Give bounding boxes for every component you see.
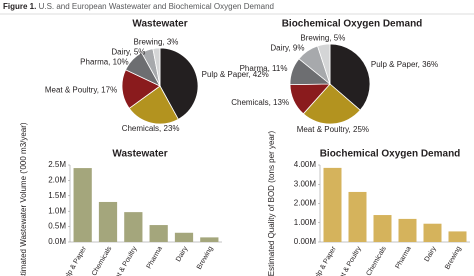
y-tick-label: 2.00M (294, 199, 317, 208)
pie-slice (159, 47, 199, 120)
pie-slice (152, 47, 161, 87)
slice-label: Pulp & Paper, 36% (371, 60, 438, 69)
bar (200, 237, 219, 242)
slice-label: Dairy, 9% (270, 44, 304, 53)
bar (423, 223, 442, 242)
figure-caption: Figure 1. U.S. and European Wastewater a… (3, 2, 274, 11)
y-tick-label: 0.0M (48, 237, 66, 246)
x-tick-label: Chemicals (365, 245, 388, 276)
slice-label: Brewing, 3% (133, 37, 178, 46)
y-tick-label: 1.5M (48, 191, 66, 200)
x-tick-label: Chemicals (91, 245, 114, 276)
slice-label: Chemicals, 23% (122, 124, 180, 133)
bar (98, 201, 118, 242)
chart-title: Wastewater (112, 149, 167, 160)
slice-label: Brewing, 5% (300, 34, 345, 43)
pie-slice (317, 43, 331, 85)
chart-title: Wastewater (132, 19, 187, 30)
y-tick-label: 3.00M (294, 179, 317, 188)
slice-label: Pulp & Paper, 42% (202, 70, 269, 79)
x-tick-label: Dairy (424, 245, 438, 263)
slice-label: Pharma, 10% (80, 57, 128, 66)
slice-label: Meat & Poultry, 17% (45, 85, 117, 94)
y-tick-label: 0.00M (294, 237, 317, 246)
bar (398, 218, 417, 242)
x-tick-label: Meat & Poultry (334, 245, 363, 276)
x-tick-label: Pharma (395, 245, 413, 270)
x-tick-label: Pharma (146, 245, 164, 270)
slice-label: Meat & Poultry, 25% (297, 125, 369, 134)
y-tick-label: 4.00M (294, 160, 317, 169)
x-tick-label: Brewing (444, 245, 463, 270)
x-tick-label: Brewing (196, 245, 215, 270)
chart-title: Biochemical Oxygen Demand (320, 149, 461, 160)
x-tick-label: Meat & Poultry (110, 245, 139, 276)
slice-label: Dairy, 5% (111, 47, 145, 56)
y-axis-label: Estimated Wastewater Volume ('000 m3/yea… (19, 122, 28, 276)
bar (348, 191, 367, 242)
bar (323, 167, 342, 242)
y-axis-label: Estimated Quality of BOD (tons per year) (267, 130, 276, 276)
bar (149, 225, 168, 242)
bar (174, 232, 194, 242)
bar (73, 168, 92, 242)
bar (373, 215, 392, 242)
x-tick-label: Pulp & Paper (311, 245, 338, 276)
slice-label: Chemicals, 13% (231, 98, 289, 107)
caption-label: Figure 1. (3, 2, 36, 11)
bar (448, 231, 467, 242)
caption-text: U.S. and European Wastewater and Biochem… (39, 2, 274, 11)
y-tick-label: 1.00M (294, 218, 317, 227)
chart-title: Biochemical Oxygen Demand (282, 19, 423, 30)
y-tick-label: 2.0M (48, 176, 66, 185)
y-tick-label: 0.5M (48, 222, 66, 231)
pie-slice (329, 43, 371, 111)
y-tick-label: 1.0M (48, 206, 66, 215)
y-tick-label: 2.5M (48, 160, 66, 169)
pie-slice (128, 85, 179, 125)
pie-slice (302, 83, 361, 125)
x-tick-label: Pulp & Paper (61, 245, 88, 276)
slice-label: Pharma, 11% (240, 64, 288, 73)
bar (124, 212, 143, 242)
x-tick-label: Dairy (175, 245, 189, 263)
